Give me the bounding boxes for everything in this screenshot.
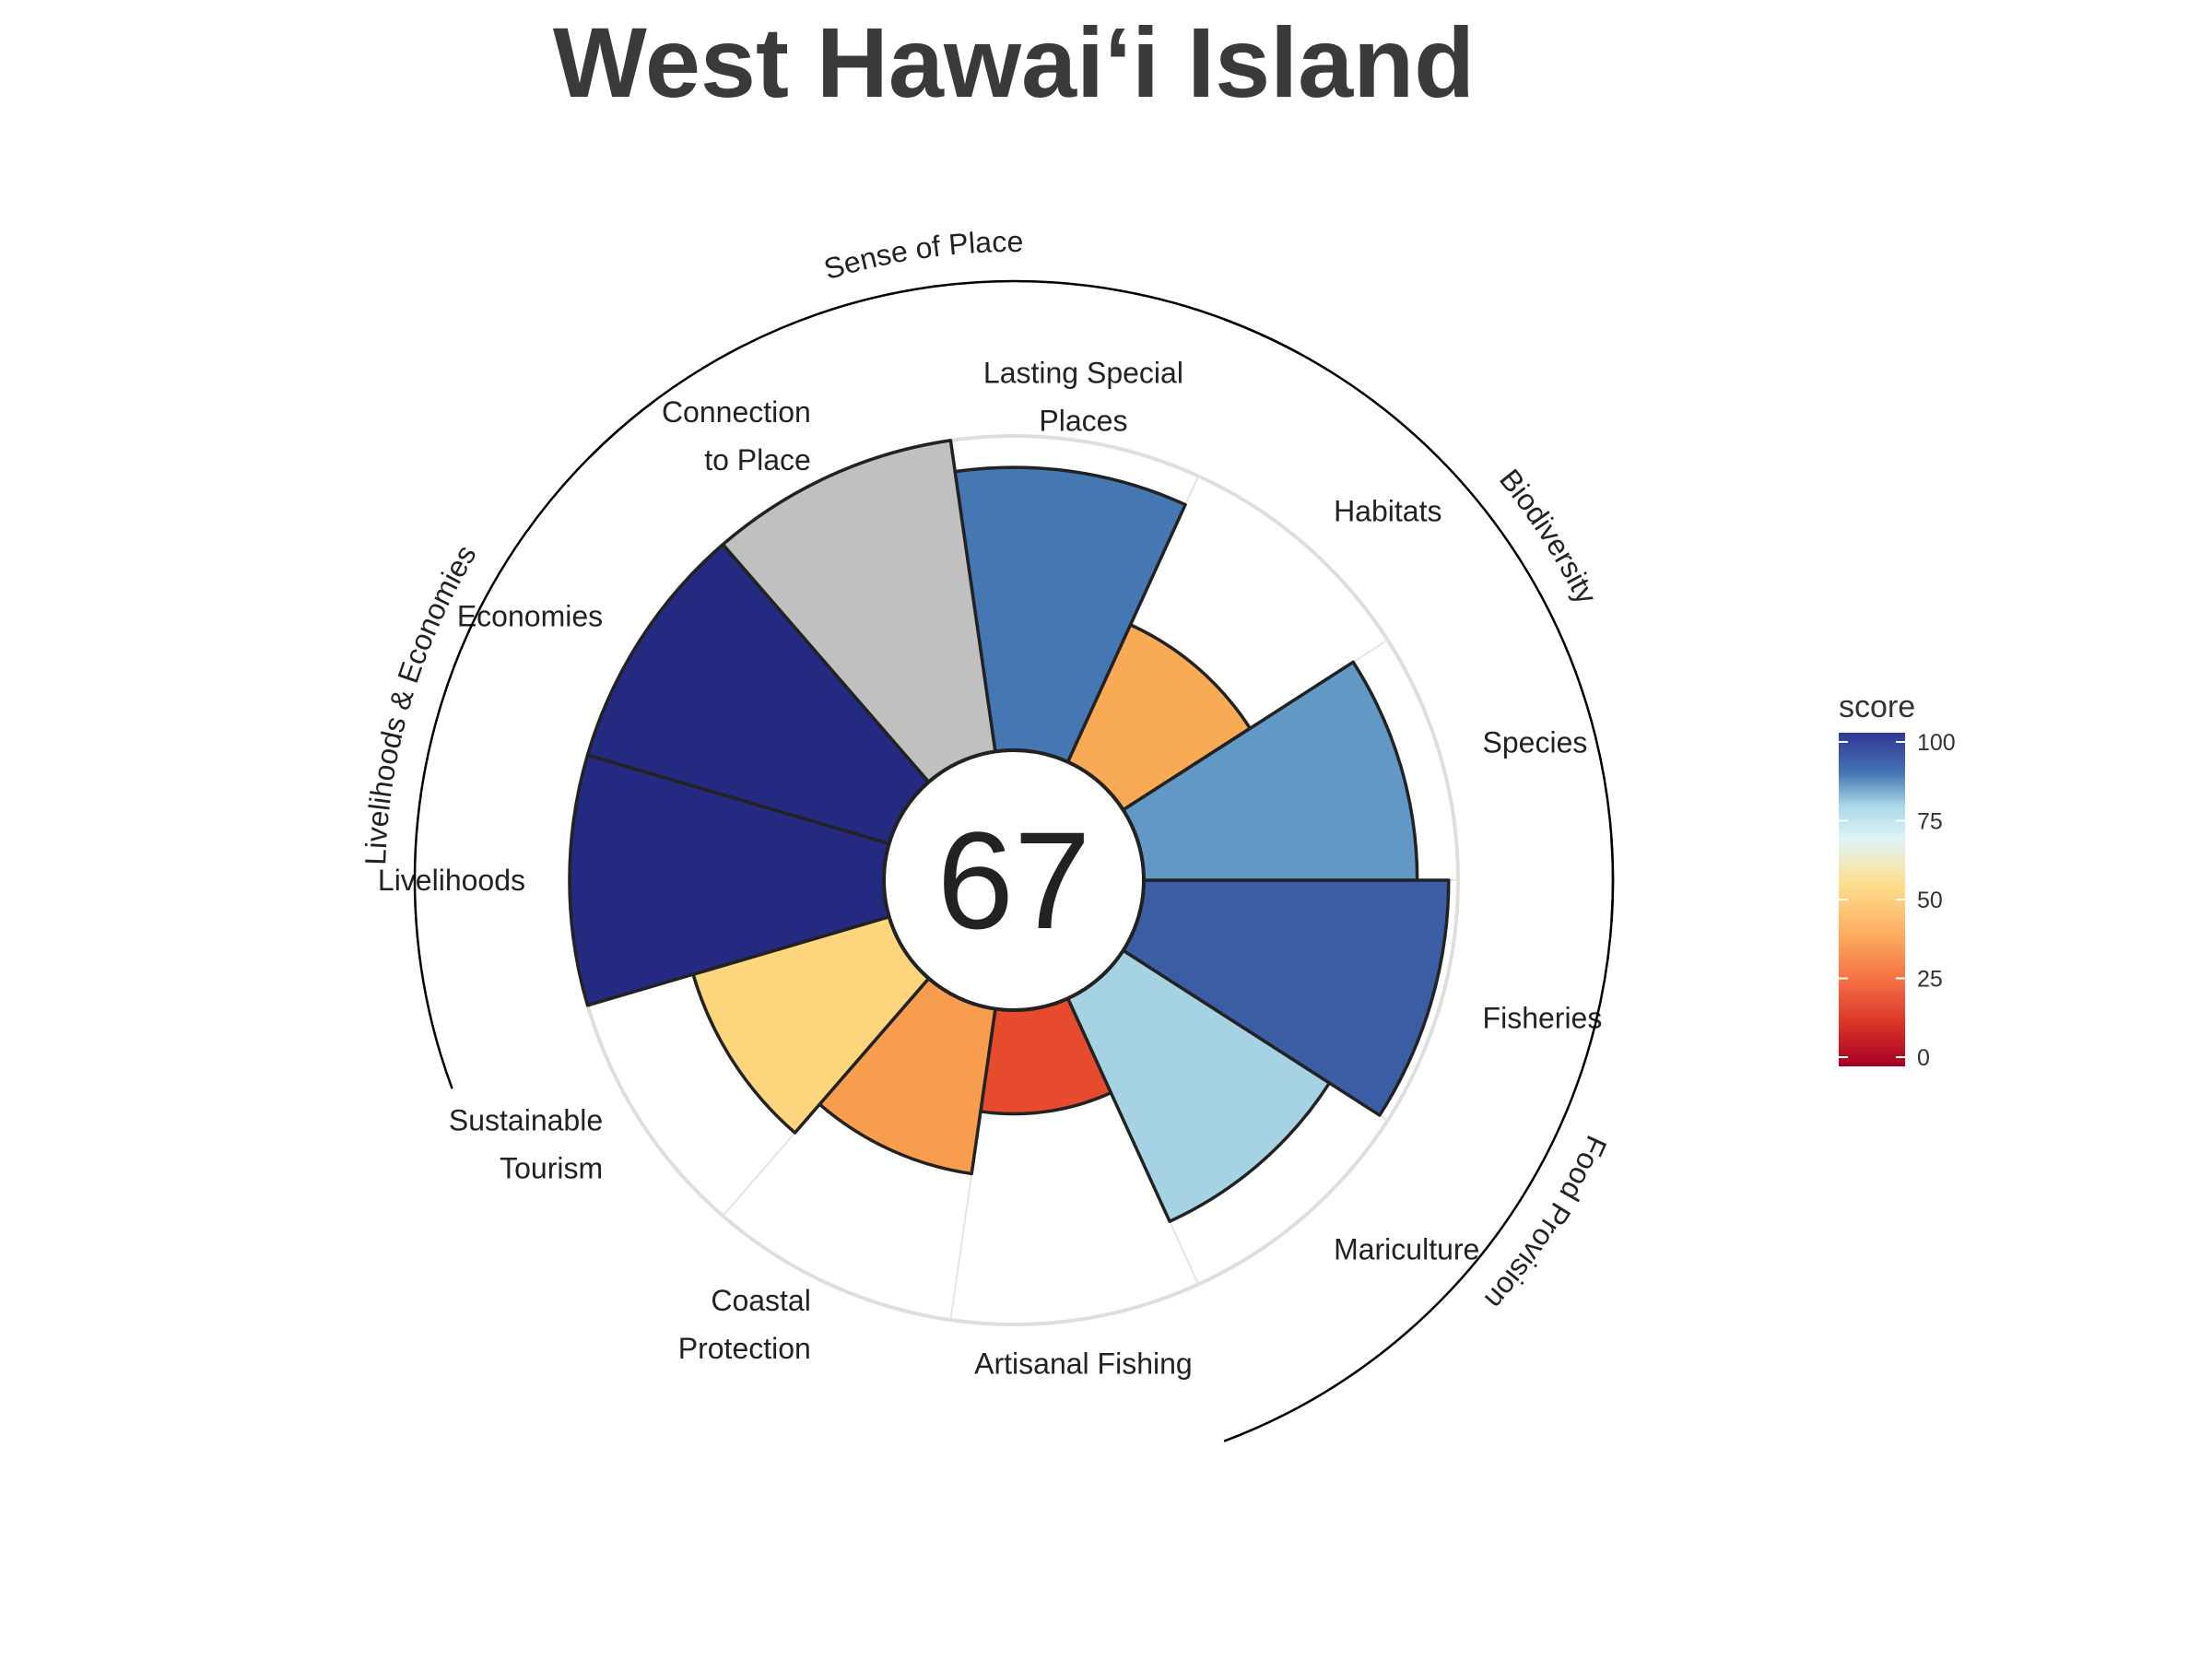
group-label-le: Livelihoods & Economies xyxy=(359,539,483,865)
goal-label-coastal: Coastal xyxy=(711,1284,811,1317)
goal-label-artisanal: Artisanal Fishing xyxy=(974,1347,1193,1381)
legend-title: score xyxy=(1839,689,1915,724)
chart-title: West Hawai‘i Island xyxy=(553,6,1475,118)
goal-label-connection: Connection xyxy=(662,395,811,429)
center-score: 67 xyxy=(937,803,1091,958)
legend-colorbar xyxy=(1839,733,1905,1066)
center-circle xyxy=(882,748,1146,1012)
group-label-food: Food Provision xyxy=(1478,1131,1614,1316)
legend-tick-label: 25 xyxy=(1917,967,1943,993)
goal-label-coastal: Protection xyxy=(678,1332,811,1365)
group-label-sp: Sense of Place xyxy=(820,225,1023,286)
goal-label-livelihoods: Livelihoods xyxy=(378,864,525,897)
group-arc-bd xyxy=(1223,318,1615,923)
goal-label-tourism: Tourism xyxy=(500,1152,603,1185)
goal-label-mariculture: Mariculture xyxy=(1334,1233,1479,1266)
group-arc-sp xyxy=(590,279,1301,457)
goal-label-lsp: Places xyxy=(1039,404,1127,437)
petal-layer xyxy=(568,439,1451,1223)
goal-label-tourism: Sustainable xyxy=(449,1104,603,1137)
legend-ticks: 0 25 50 75 100 xyxy=(1839,730,1956,1071)
legend-tick-label: 75 xyxy=(1917,809,1943,835)
legend-tick-label: 0 xyxy=(1917,1045,1930,1071)
legend: score 0 25 50 75 100 xyxy=(1839,689,1956,1071)
goal-label-economies: Economies xyxy=(457,599,603,632)
goal-label-fisheries: Fisheries xyxy=(1483,1001,1603,1034)
legend-tick-label: 50 xyxy=(1917,888,1943,913)
group-label-bd: Biodiversity xyxy=(1493,463,1604,609)
legend-tick-label: 100 xyxy=(1917,730,1956,756)
label-layer: Fisheries Mariculture Artisanal Fishing Coa… xyxy=(378,356,1602,1380)
goal-label-habitats: Habitats xyxy=(1334,494,1441,527)
group-arc-food xyxy=(1223,838,1615,1442)
group-arc-le xyxy=(413,400,655,1089)
goal-label-connection: to Place xyxy=(704,443,811,477)
goal-label-lsp: Lasting Special xyxy=(983,356,1183,389)
goal-label-species: Species xyxy=(1483,726,1588,759)
